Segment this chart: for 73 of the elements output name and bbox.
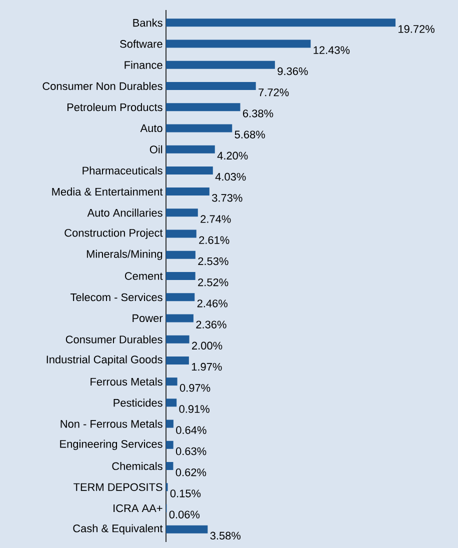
y-tick-label: Media & Entertainment bbox=[52, 188, 163, 196]
y-tick-label: Minerals/Mining bbox=[86, 250, 162, 260]
y-tick-label: Ferrous Metals bbox=[90, 378, 162, 386]
data-label: 3.58% bbox=[210, 532, 241, 540]
data-label: 2.52% bbox=[198, 278, 228, 286]
bar bbox=[166, 188, 210, 196]
bar bbox=[166, 272, 196, 280]
y-tick-label: Cement bbox=[124, 272, 163, 280]
data-label: 9.36% bbox=[278, 67, 308, 76]
y-tick-label: Consumer Non Durables bbox=[42, 82, 162, 90]
data-label: 4.03% bbox=[215, 172, 246, 181]
y-tick-label: Oil bbox=[150, 145, 162, 154]
y-tick-label: Engineering Services bbox=[60, 440, 162, 450]
y-tick-label: Construction Project bbox=[64, 228, 163, 239]
data-label: 12.43% bbox=[314, 46, 350, 54]
y-tick-label: Auto Ancillaries bbox=[87, 208, 162, 217]
data-label: 0.64% bbox=[176, 426, 206, 434]
bar bbox=[166, 462, 174, 470]
y-tick-label: Petroleum Products bbox=[67, 103, 162, 112]
bar bbox=[166, 60, 275, 69]
y-tick-label: Pharmaceuticals bbox=[82, 166, 162, 174]
bar bbox=[166, 103, 240, 112]
y-tick-label: Cash & Equivalent bbox=[73, 524, 163, 534]
y-tick-label: Pesticides bbox=[114, 398, 162, 407]
bar bbox=[166, 145, 215, 154]
y-tick-label: Software bbox=[120, 40, 162, 48]
data-label: 4.20% bbox=[217, 152, 248, 160]
y-tick-label: Chemicals bbox=[112, 462, 162, 470]
y-tick-label: Non - Ferrous Metals bbox=[60, 420, 162, 428]
y-tick-label: Consumer Durables bbox=[66, 335, 162, 344]
data-label: 6.38% bbox=[243, 110, 274, 118]
data-label: 2.61% bbox=[199, 236, 230, 244]
data-label: 2.74% bbox=[200, 215, 231, 223]
data-label: 7.72% bbox=[258, 88, 289, 96]
y-tick-label: Banks bbox=[133, 18, 162, 27]
y-tick-label: ICRA AA+ bbox=[114, 504, 162, 512]
data-label: 0.06% bbox=[169, 510, 200, 518]
data-label: 3.73% bbox=[212, 194, 242, 202]
data-label: 2.46% bbox=[197, 300, 228, 308]
bar bbox=[166, 398, 177, 407]
bar bbox=[166, 82, 256, 90]
data-label: 0.63% bbox=[176, 447, 206, 456]
y-tick-label: Industrial Capital Goods bbox=[46, 355, 162, 366]
y-tick-label: Finance bbox=[124, 60, 162, 69]
bar bbox=[166, 420, 174, 428]
data-label: 2.53% bbox=[198, 257, 228, 266]
bar bbox=[166, 440, 174, 449]
data-label: 19.72% bbox=[398, 25, 434, 33]
data-label: 0.97% bbox=[180, 384, 210, 392]
bar bbox=[166, 293, 195, 302]
data-label: 1.97% bbox=[192, 362, 222, 371]
data-label: 0.15% bbox=[170, 490, 201, 498]
bar bbox=[166, 166, 213, 174]
bar bbox=[166, 250, 196, 259]
bar bbox=[166, 335, 190, 344]
y-tick-label: Auto bbox=[140, 124, 162, 132]
bar bbox=[166, 208, 198, 217]
bar bbox=[166, 124, 232, 132]
y-tick-label: Telecom - Services bbox=[70, 293, 162, 302]
bar bbox=[166, 18, 396, 27]
data-label: 0.91% bbox=[179, 405, 210, 413]
data-label: 5.68% bbox=[234, 130, 265, 138]
bar bbox=[166, 230, 196, 238]
bar bbox=[166, 356, 189, 364]
bar bbox=[166, 378, 178, 386]
data-label: 2.36% bbox=[196, 320, 226, 328]
data-label: 0.62% bbox=[176, 468, 206, 476]
bar bbox=[166, 40, 311, 48]
bar bbox=[166, 525, 208, 534]
bar bbox=[166, 314, 194, 322]
y-tick-label: Power bbox=[132, 314, 163, 322]
data-label: 2.00% bbox=[192, 342, 222, 350]
y-tick-label: TERM DEPOSITS bbox=[74, 483, 162, 491]
